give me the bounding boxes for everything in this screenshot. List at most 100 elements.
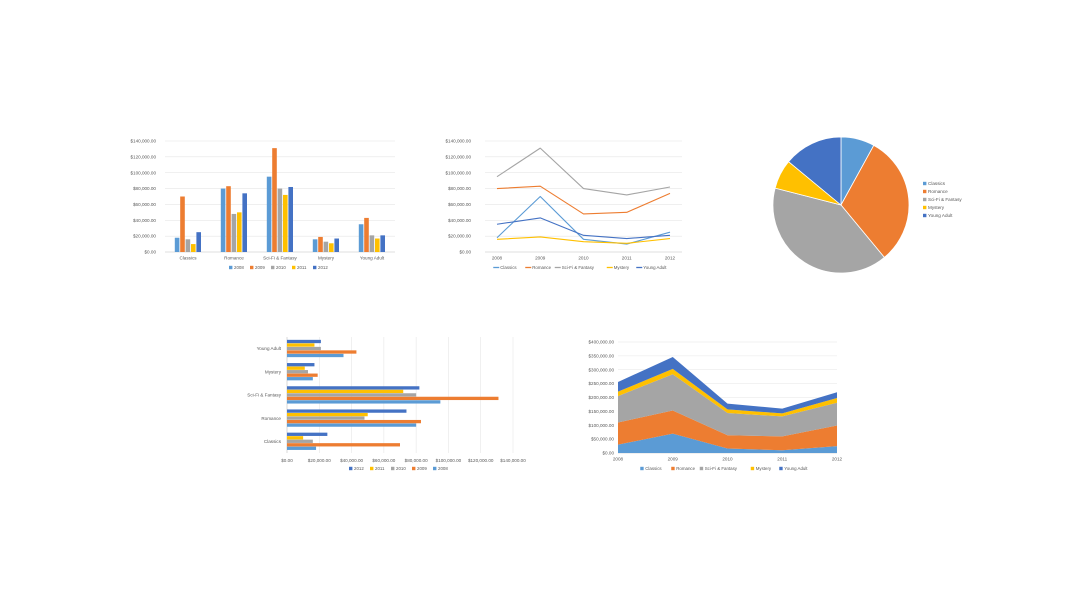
barh-bar-sci-fi-fantasy-2010: [287, 393, 417, 397]
line-y-tick: $60,000.00: [448, 202, 471, 207]
area-legend-swatch-romance: [671, 466, 675, 471]
pie-legend-swatch-mystery: [923, 205, 927, 210]
column-bar-romance-2008: [220, 188, 226, 252]
line-series-romance: [496, 185, 671, 215]
line-y-tick: $140,000.00: [445, 139, 471, 144]
column-bar-young-adult-2009: [364, 217, 369, 252]
pie-slice-romance: [840, 144, 910, 258]
area-legend-label-romance: Romance: [676, 466, 695, 471]
barh-y-tick: Mystery: [265, 369, 282, 374]
column-bar-sci-fi-fantasy-2011: [283, 194, 288, 252]
column-bar-classics-2010: [185, 239, 191, 252]
area-band-classics: [618, 433, 837, 453]
area-x-tick: 2012: [832, 457, 843, 462]
area-y-tick: $0.00: [603, 451, 615, 456]
column-bar-romance-2009: [226, 186, 231, 252]
column-x-tick: Classics: [179, 256, 197, 261]
column-bar-romance-2012: [242, 193, 247, 252]
area-legend-swatch-sci-fi-fantasy: [699, 466, 704, 471]
column-chart-svg: $0.00 $20,000.00 $40,000.00 $60,000.00 $80,0…: [130, 139, 395, 270]
area-legend-label-sci-fi-fantasy: Sci-Fi & Fantasy: [705, 466, 738, 471]
area-legend-label-young-adult: Young Adult: [784, 466, 808, 471]
column-bar-mystery-2012: [334, 238, 339, 252]
barh-legend-label-2011: 2011: [375, 466, 385, 471]
area-legend-swatch-classics: [640, 466, 644, 471]
column-bar-young-adult-2008: [358, 224, 364, 252]
area-y-tick: $350,000.00: [588, 353, 614, 358]
column-y-tick: $80,000.00: [133, 186, 156, 191]
area-chart-svg: $0.00 $50,000.00 $100,000.00 $150,000.00 $20…: [588, 340, 843, 471]
column-x-tick: Young Adult: [360, 256, 385, 261]
column-bar-young-adult-2011: [375, 238, 380, 252]
column-legend-label-2010: 2010: [276, 265, 286, 270]
barh-legend-label-2009: 2009: [417, 466, 427, 471]
barh-y-tick: Romance: [261, 416, 281, 421]
line-x-tick: 2009: [535, 256, 546, 261]
area-legend-swatch-young-adult: [779, 466, 783, 471]
barh-bar-romance-2011: [287, 412, 368, 417]
pie-legend-swatch-young-adult: [923, 213, 927, 218]
line-series-mystery: [496, 236, 671, 244]
barh-bar-young-adult-2009: [287, 350, 357, 354]
barh-x-tick: $0.00: [281, 458, 293, 463]
area-x-tick: 2009: [668, 457, 679, 462]
column-legend-label-2012: 2012: [318, 265, 328, 270]
barh-bar-romance-2012: [287, 409, 407, 413]
column-y-tick: $100,000.00: [130, 170, 156, 175]
barh-legend-swatch-2012: [349, 466, 353, 471]
column-legend-label-2011: 2011: [297, 265, 307, 270]
barh-bar-romance-2008: [287, 423, 417, 427]
column-y-tick: $40,000.00: [133, 218, 156, 223]
barh-bar-mystery-2010: [287, 370, 308, 374]
column-bar-sci-fi-fantasy-2009: [272, 148, 277, 252]
area-y-tick: $300,000.00: [588, 367, 614, 372]
line-legend-label-young-adult: Young Adult: [643, 265, 667, 270]
line-y-tick: $100,000.00: [445, 170, 471, 175]
area-x-tick: 2011: [777, 457, 787, 462]
barh-y-tick: Young Adult: [257, 346, 282, 351]
pie-legend-swatch-classics: [923, 181, 927, 186]
column-bar-mystery-2011: [329, 243, 334, 252]
pie-slice-sci-fi-fantasy: [772, 187, 885, 274]
column-bar-romance-2010: [231, 213, 237, 252]
line-x-tick: 2011: [622, 256, 632, 261]
line-y-tick: $120,000.00: [445, 154, 471, 159]
area-y-tick: $400,000.00: [588, 340, 614, 345]
line-series-sci-fi-fantasy: [496, 147, 671, 196]
column-legend-swatch-2008: [229, 265, 233, 270]
column-legend-swatch-2009: [250, 265, 254, 270]
pie-chart: Classics Romance Sci-Fi & Fantasy Mystery Yo…: [765, 132, 975, 278]
barh-legend-swatch-2009: [412, 466, 416, 471]
barh-legend-label-2010: 2010: [396, 466, 406, 471]
area-legend-swatch-mystery: [750, 466, 755, 471]
column-bar-mystery-2009: [318, 236, 323, 252]
column-legend-label-2008: 2008: [234, 265, 244, 270]
barh-bar-sci-fi-fantasy-2009: [287, 396, 499, 401]
column-bar-young-adult-2010: [369, 235, 375, 252]
line-y-tick: $80,000.00: [448, 186, 471, 191]
barh-bar-young-adult-2010: [287, 346, 321, 351]
barh-bar-young-adult-2011: [287, 343, 315, 347]
line-y-tick: $40,000.00: [448, 218, 471, 223]
pie-legend-label-mystery: Mystery: [928, 205, 945, 210]
column-bar-sci-fi-fantasy-2010: [277, 188, 283, 252]
line-legend-label-mystery: Mystery: [614, 265, 630, 270]
barh-legend-label-2008: 2008: [438, 466, 448, 471]
line-chart: $0.00 $20,000.00 $40,000.00 $60,000.00 $80,0…: [440, 132, 695, 278]
barh-x-tick: $80,000.00: [405, 458, 428, 463]
barh-x-tick: $120,000.00: [468, 458, 494, 463]
column-bar-sci-fi-fantasy-2012: [288, 186, 293, 252]
line-chart-svg: $0.00 $20,000.00 $40,000.00 $60,000.00 $80,0…: [445, 139, 682, 270]
column-y-tick: $0.00: [145, 250, 157, 255]
barh-y-tick: Sci-Fi & Fantasy: [247, 393, 281, 398]
area-legend-label-classics: Classics: [645, 466, 662, 471]
column-legend-swatch-2010: [271, 265, 275, 270]
barh-bar-mystery-2011: [287, 366, 305, 370]
barh-x-tick: $40,000.00: [340, 458, 363, 463]
area-band-sci-fi-fantasy: [618, 374, 837, 437]
horizontal-bar-chart: $0.00 $20,000.00 $40,000.00 $60,000.00 $80,0…: [238, 332, 538, 477]
line-series-young-adult: [496, 217, 671, 240]
column-bar-romance-2011: [237, 212, 242, 252]
barh-bar-classics-2009: [287, 443, 400, 447]
barh-x-tick: $60,000.00: [372, 458, 395, 463]
